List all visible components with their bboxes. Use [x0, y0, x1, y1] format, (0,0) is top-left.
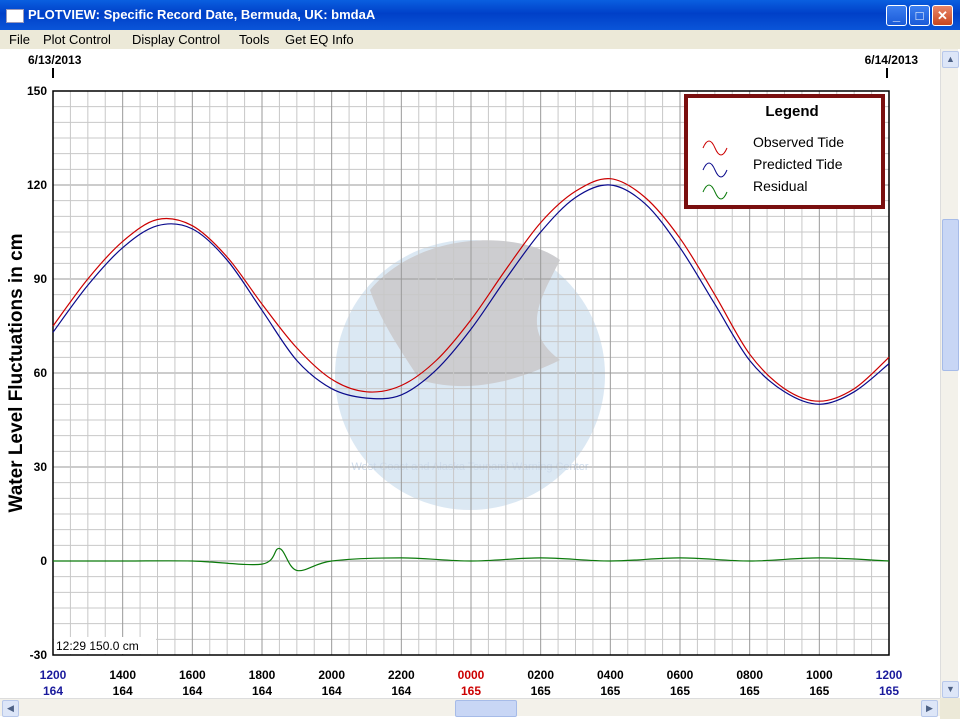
scroll-right-icon[interactable]: ▶ — [921, 700, 938, 717]
y-tick-label: 30 — [34, 460, 48, 474]
legend-observed-swatch — [702, 140, 728, 156]
cursor-readout-bg — [54, 637, 156, 654]
menu-tools[interactable]: Tools — [239, 32, 270, 47]
y-tick-labels: 150 120 90 60 30 0 -30 — [27, 84, 47, 662]
scroll-down-icon[interactable]: ▼ — [942, 681, 959, 698]
menu-display-control[interactable]: Display Control — [132, 32, 221, 47]
close-button[interactable]: ✕ — [932, 5, 953, 26]
x-tick-time-label: 0000 — [458, 668, 485, 682]
x-tick-day-label: 165 — [879, 684, 899, 698]
legend-predicted-label: Predicted Tide — [753, 156, 843, 172]
x-tick-time-label: 1200 — [40, 668, 67, 682]
x-tick-day-label: 165 — [809, 684, 829, 698]
menu-plot-control[interactable]: Plot Control — [43, 32, 111, 47]
y-tick-label: 90 — [34, 272, 48, 286]
x-tick-time-label: 0800 — [736, 668, 763, 682]
legend-predicted-swatch — [702, 162, 728, 178]
y-tick-label: 120 — [27, 178, 47, 192]
x-tick-day-label: 165 — [600, 684, 620, 698]
scroll-left-icon[interactable]: ◀ — [2, 700, 19, 717]
residual-line — [53, 547, 890, 572]
legend-frame — [684, 94, 885, 209]
vertical-scroll-thumb[interactable] — [942, 219, 959, 371]
horizontal-scroll-thumb[interactable] — [455, 700, 517, 717]
legend-title: Legend — [765, 103, 818, 120]
app-icon — [6, 9, 24, 23]
noaa-bird-icon — [370, 240, 560, 387]
cursor-readout: 12:29 150.0 cm — [56, 639, 139, 653]
x-tick-day-label: 164 — [252, 684, 272, 698]
y-axis-label: Water Level Fluctuations in cm — [6, 233, 27, 512]
x-tick-day-label: 164 — [322, 684, 342, 698]
x-tick-day-label: 165 — [670, 684, 690, 698]
tide-chart: West Coast and Alaska Tsunami Warning Ce… — [6, 53, 919, 698]
date-left: 6/13/2013 — [28, 53, 82, 67]
y-tick-label: -30 — [30, 648, 48, 662]
x-tick-time-label: 0200 — [527, 668, 554, 682]
y-tick-label: 150 — [27, 84, 47, 98]
title-bar: PLOTVIEW: Specific Record Date, Bermuda,… — [0, 0, 960, 30]
predicted-tide-line — [52, 184, 890, 405]
x-tick-day-label: 165 — [531, 684, 551, 698]
x-tick-time-label: 1600 — [179, 668, 206, 682]
x-tick-time-label: 2200 — [388, 668, 415, 682]
x-tick-time-label: 1800 — [249, 668, 276, 682]
scrollbar-corner — [940, 698, 960, 719]
menu-get-eq-info[interactable]: Get EQ Info — [285, 32, 354, 47]
scroll-up-icon[interactable]: ▲ — [942, 51, 959, 68]
horizontal-scrollbar[interactable]: ◀ ▶ — [0, 698, 940, 717]
x-tick-day-label: 164 — [182, 684, 202, 698]
x-tick-day-label: 164 — [43, 684, 63, 698]
window-title: PLOTVIEW: Specific Record Date, Bermuda,… — [28, 7, 376, 22]
y-tick-label: 60 — [34, 366, 48, 380]
legend-residual-swatch — [702, 184, 728, 200]
menu-file[interactable]: File — [9, 32, 30, 47]
x-tick-time-label: 1200 — [876, 668, 903, 682]
x-tick-time-label: 0600 — [667, 668, 694, 682]
y-tick-label: 0 — [40, 554, 47, 568]
maximize-button[interactable]: □ — [909, 5, 930, 26]
x-tick-time-label: 0400 — [597, 668, 624, 682]
legend-residual-label: Residual — [753, 178, 807, 194]
observed-tide-line — [52, 178, 890, 402]
x-tick-time-label: 1400 — [109, 668, 136, 682]
vertical-scrollbar[interactable]: ▲ ▼ — [940, 49, 959, 698]
legend-box: Legend Observed Tide Predicted Tide Resi… — [684, 94, 885, 209]
watermark: West Coast and Alaska Tsunami Warning Ce… — [335, 240, 605, 510]
x-tick-time-label: 1000 — [806, 668, 833, 682]
menu-bar: File Plot Control Display Control Tools … — [0, 30, 960, 49]
x-tick-time-label: 2000 — [318, 668, 345, 682]
x-tick-day-label: 164 — [113, 684, 133, 698]
date-right: 6/14/2013 — [865, 53, 919, 67]
x-tick-day-label: 165 — [461, 684, 481, 698]
series-lines — [52, 178, 890, 572]
x-tick-day-label: 164 — [391, 684, 411, 698]
x-tick-labels: 1200 164 1400 164 1600 164 1800 164 2000 164 2200 1… — [40, 668, 903, 698]
minimize-button[interactable]: _ — [886, 5, 907, 26]
plot-frame — [52, 90, 890, 656]
legend-observed-label: Observed Tide — [753, 134, 844, 150]
x-tick-day-label: 165 — [740, 684, 760, 698]
